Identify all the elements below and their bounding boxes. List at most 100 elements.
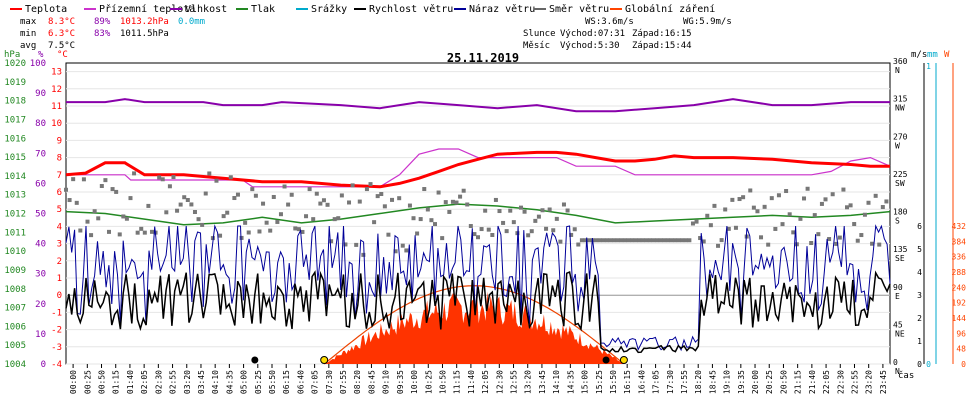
wind-dir-point [339,193,344,198]
wind-dir-point [708,223,713,228]
wind-dir-point [228,175,233,180]
pct-tick: 100 [30,59,46,69]
wind-dir-point [114,189,119,194]
grid [66,71,890,365]
wind-dir-point [182,195,187,200]
wind-dir-name: E [895,292,900,301]
wind-dir-point [536,214,541,219]
hpa-tick: 1011 [4,228,26,238]
wind-dir-point [357,199,362,204]
stat-max-temp: 8.3°C [48,17,75,27]
wind-dir-point [124,216,129,221]
stat-min-label: min [20,29,36,39]
plot-area [64,98,891,365]
wind-dir-point [268,228,273,233]
wind-dir-point [866,200,871,205]
ms-tick: 2 [917,314,922,323]
wind-dir-point [551,228,556,233]
wind-dir-point [859,233,864,238]
wind-dir-point [873,193,878,198]
w-tick: 96 [956,329,966,338]
x-tick-label: 05:25 [254,370,263,394]
x-tick-label: 22:30 [836,370,845,394]
wind-dir-deg: 135 [893,245,908,254]
wind-dir-point [626,238,631,243]
wind-dir-point [67,198,72,203]
wind-dir-point [243,220,248,225]
wind-dir-point [845,205,850,210]
wind-dir-point [558,239,563,244]
wind-dir-point [196,217,201,222]
wind-dir-deg: 270 [893,132,908,141]
stat-min-press: 1011.5hPa [120,29,169,39]
x-tick-label: 07:05 [311,370,320,394]
wind-dir-point [798,216,803,221]
wind-dir-point [877,242,882,247]
wind-wg: WG:5.9m/s [683,17,732,27]
wind-dir-point [300,229,305,234]
wind-dir-point [425,207,430,212]
wind-dir-point [809,241,814,246]
wind-dir-point [561,202,566,207]
stat-max-hum: 89% [94,17,111,27]
wind-dir-point [698,236,703,241]
temp-tick: 2 [57,257,62,267]
wind-dir-point [261,201,266,206]
pct-tick: 40 [35,240,46,250]
wind-dir-point [235,192,240,197]
wind-dir-point [676,238,681,243]
wind-dir-point [232,196,237,201]
x-tick-label: 10:25 [424,370,433,394]
wind-dir-point [640,238,645,243]
unit-w: W [944,50,950,60]
wind-dir-point [612,238,617,243]
wind-dir-point [884,199,889,204]
wind-dir-point [364,187,369,192]
temp-tick: 4 [57,222,62,232]
w-tick: 144 [952,314,966,323]
wind-dir-point [694,219,699,224]
wind-dir-point [189,202,194,207]
ms-tick: 6 [917,222,922,231]
moonrise-marker [251,356,259,364]
wind-dir-point [819,201,824,206]
wind-dir-point [99,184,104,189]
wind-dir-point [583,238,588,243]
x-tick-label: 18:45 [708,370,717,394]
wind-dir-point [812,213,817,218]
wind-dir-name: NE [895,329,905,338]
wind-dir-point [827,237,832,242]
wind-dir-point [533,218,538,223]
wind-dir-point [716,243,721,248]
ground-temp-line [66,148,891,188]
temp-tick: 12 [51,85,62,95]
wind-dir-point [390,197,395,202]
wind-dir-point [329,239,334,244]
wind-dir-point [544,226,549,231]
wind-dir-point [647,238,652,243]
hpa-tick: 1007 [4,304,26,314]
wind-dir-point [171,175,176,180]
wind-dir-point [361,252,366,257]
wind-dir-point [784,189,789,194]
w-tick: 240 [952,283,966,292]
wind-dir-point [493,197,498,202]
x-tick-label: 09:35 [396,370,405,394]
wind-dir-point [759,235,764,240]
pct-tick: 30 [35,270,46,280]
x-tick-label: 02:30 [154,370,163,394]
wind-dir-point [830,192,835,197]
wind-dir-point [225,210,230,215]
wind-dir-point [81,177,86,182]
sun-moon-block: WS:3.6m/s WG:5.9m/s Slunce Východ:07:31 … [523,17,732,51]
wind-dir-point [501,220,506,225]
wind-dir-point [289,192,294,197]
temp-tick: 11 [51,102,62,112]
wind-dir-point [594,238,599,243]
wind-dir-point [85,219,90,224]
wind-dir-point [579,238,584,243]
unit-pct: % [38,50,44,60]
wind-dir-point [547,207,552,212]
chart-title: 25.11.2019 [447,51,519,65]
